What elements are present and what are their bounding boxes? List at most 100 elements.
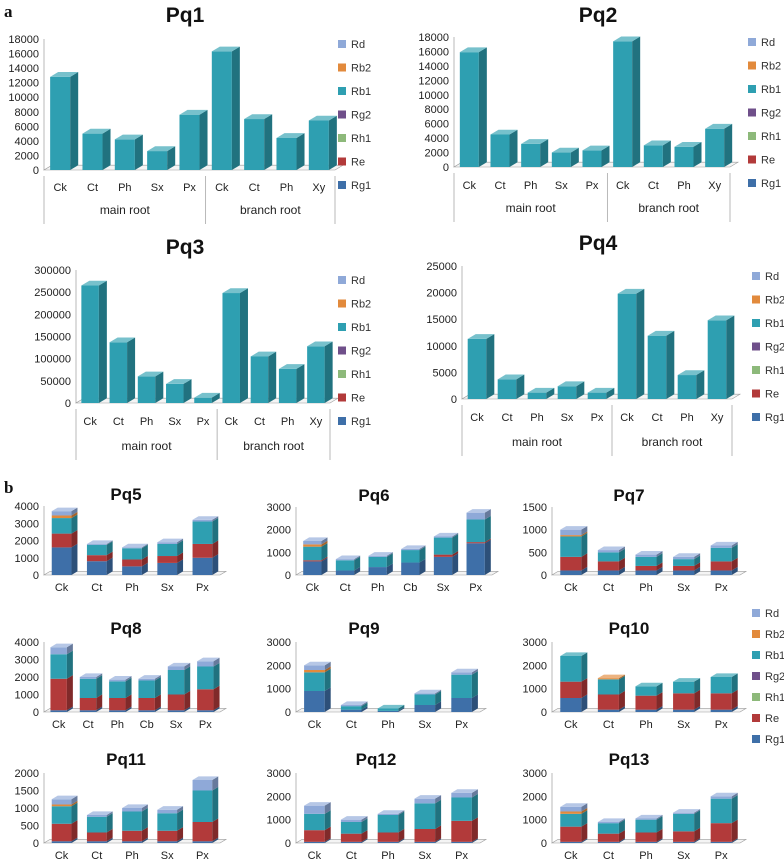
pq8-bar-side-rg1 xyxy=(154,706,161,712)
pq13-bar-rd xyxy=(597,822,619,824)
pq7-bar-re xyxy=(673,565,695,571)
pq2-legend-swatch-rd xyxy=(748,38,756,46)
pq3-ytick: 50000 xyxy=(40,376,71,388)
pq6-bar-side-rd xyxy=(321,537,328,545)
pq7-bar-re xyxy=(597,561,619,571)
pq9-category-label: Ck xyxy=(308,719,322,731)
pq6-bar-side-rb1 xyxy=(419,546,426,563)
pq8-bar-side-rg1 xyxy=(213,706,220,712)
pq5-category-label: Px xyxy=(196,582,209,594)
pq11-bar-rg1 xyxy=(157,841,178,843)
pq6-bar-rd xyxy=(466,512,485,520)
pq11-category-label: Ph xyxy=(125,850,138,862)
pq4-category-label: Xy xyxy=(711,412,724,424)
pq3-ytick: 300000 xyxy=(34,265,71,277)
pq8-bar-side-rb1 xyxy=(154,676,161,698)
pq8-bar-rg1 xyxy=(50,710,67,712)
pq3-legend-label-rg2: Rg2 xyxy=(351,346,371,358)
pq3-bar-rb1 xyxy=(81,285,99,403)
pq12-category-label: Ck xyxy=(308,850,322,862)
pq4-legend-swatch-rg1 xyxy=(752,413,760,421)
pq6-bar-rg1 xyxy=(401,562,420,575)
pq3-category-label: Ct xyxy=(113,416,124,428)
pq4-bar-top xyxy=(467,334,495,339)
pq3-category-label: Ph xyxy=(140,416,153,428)
pq11-bar-side-re xyxy=(177,827,184,842)
pq12-bar-rg1 xyxy=(377,841,399,843)
pq9-category-label: Ct xyxy=(346,719,357,731)
pq1-legend-swatch-rb1 xyxy=(338,87,346,95)
pq3-category-label: Ck xyxy=(83,416,97,428)
pq11-bar-re xyxy=(192,822,213,842)
pq9-bar-rd xyxy=(414,693,436,695)
pq1-legend-swatch-rd xyxy=(338,40,346,48)
pq2-legend-swatch-rh1 xyxy=(748,132,756,140)
pq7-bar-side-rd xyxy=(618,546,625,553)
pq6-bar-rd xyxy=(368,555,387,557)
pq7-bar-side-rg1 xyxy=(731,566,738,575)
pq5-bar-rg1 xyxy=(122,566,142,575)
pq8-bar-re xyxy=(109,698,126,711)
pq12-chart: Pq12 0 1000 2000 3000 Ck Ct Ph Sx Px xyxy=(267,750,488,862)
pq7-ytick: 500 xyxy=(529,547,547,559)
pq8-category-label: Ph xyxy=(111,719,124,731)
pq12-bar-side-rb1 xyxy=(398,811,405,833)
pq12-bar-side-rb1 xyxy=(361,818,368,834)
pq7-bar-rb1 xyxy=(597,552,619,562)
pq7-bar-top xyxy=(560,526,588,530)
pq3-legend-label-rh1: Rh1 xyxy=(351,369,371,381)
pq9-bar-rb1 xyxy=(414,694,436,705)
pq6-bar-top xyxy=(368,552,393,556)
pq13-category-label: Ck xyxy=(564,850,578,862)
pq2-legend-swatch-rg2 xyxy=(748,108,756,117)
pq2-category-label: Ck xyxy=(616,180,630,192)
pq7-bar-side-rg1 xyxy=(618,566,625,575)
pq9-bar-rg1 xyxy=(377,710,399,712)
pq1-bar-side-rb1 xyxy=(328,115,337,170)
pq13-bar-rb1 xyxy=(560,813,582,827)
pq9-bar-rb1 xyxy=(451,674,472,698)
pq13-bar-top xyxy=(710,792,738,797)
pq10-bar-side-re xyxy=(581,678,588,698)
pq6-bar-rb2 xyxy=(303,544,322,547)
pq10-bar-rb1 xyxy=(673,681,695,694)
pq3-bar-side-rb1 xyxy=(324,341,333,403)
pq6-bar-rd xyxy=(303,541,322,545)
pq2-bar-top xyxy=(582,145,610,151)
pq3-category-label: Ph xyxy=(281,416,294,428)
pq10-category-label: Sx xyxy=(677,719,690,731)
pq5-bar-rg1 xyxy=(86,561,107,575)
pq10-category-label: Ct xyxy=(603,719,614,731)
pq9-bar-side-rd xyxy=(361,701,368,707)
pq11-bar-top xyxy=(86,811,113,815)
pq11-bar-side-re xyxy=(212,818,219,842)
pq10-bar-re xyxy=(560,681,582,698)
pq13-bar-rb2 xyxy=(560,811,582,814)
pq7-bar-side-rb2 xyxy=(581,531,588,537)
pq11-ytick: 1000 xyxy=(15,803,39,815)
pq7-bar-rg1 xyxy=(673,570,695,575)
pq2-bar-top xyxy=(459,47,487,53)
pq12-bar-top xyxy=(414,795,442,799)
panel-b-legend-swatch-rh1 xyxy=(752,693,760,701)
pq9-bar-top xyxy=(451,668,478,673)
pq2-bar-top xyxy=(613,36,641,42)
pq7-bar-side-rd xyxy=(694,553,701,560)
pq3-bar-rb1 xyxy=(166,383,184,403)
pq4-bar-side-rb1 xyxy=(576,381,585,399)
pq10-bar-rb1 xyxy=(710,677,732,694)
pq1-ytick: 16000 xyxy=(8,49,39,61)
pq5-bar-side-rb1 xyxy=(177,540,184,557)
pq7-bar-side-rb1 xyxy=(656,553,663,566)
pq3-bar-side-rb1 xyxy=(239,288,248,403)
pq1-ytick: 4000 xyxy=(15,136,39,148)
pq12-bar-top xyxy=(340,816,368,820)
pq13-chart: Pq13 0 1000 2000 3000 Ck Ct Ph Sx Px xyxy=(523,750,748,862)
pq12-bar-side-re xyxy=(361,830,368,842)
panel-b-legend-label-rd: Rd xyxy=(765,608,779,620)
pq13-ytick: 1000 xyxy=(523,815,547,827)
pq7-ytick: 1000 xyxy=(523,525,547,537)
pq3-bar-top xyxy=(250,351,277,357)
pq13-bar-re xyxy=(597,833,619,842)
pq5-bar-re xyxy=(192,543,213,558)
